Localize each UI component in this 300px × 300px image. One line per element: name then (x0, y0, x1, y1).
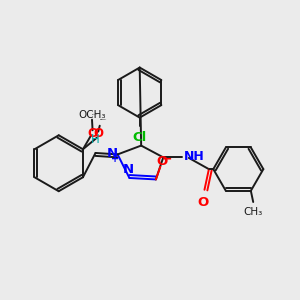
Text: methoxy: methoxy (100, 119, 106, 120)
Text: OCH₃: OCH₃ (79, 110, 106, 120)
Text: methoxy: methoxy (101, 118, 107, 120)
Text: O: O (197, 196, 208, 208)
Text: O: O (93, 128, 103, 140)
Text: N: N (122, 164, 134, 176)
Text: H: H (91, 133, 100, 146)
Text: CH₃: CH₃ (244, 207, 263, 217)
Text: methoxy: methoxy (92, 113, 98, 115)
Text: O: O (156, 155, 167, 168)
Text: O: O (88, 127, 98, 140)
Text: N: N (107, 147, 118, 160)
Text: −: − (162, 152, 172, 165)
Text: NH: NH (184, 150, 205, 163)
Text: +: + (111, 154, 119, 164)
Text: Cl: Cl (133, 131, 147, 144)
